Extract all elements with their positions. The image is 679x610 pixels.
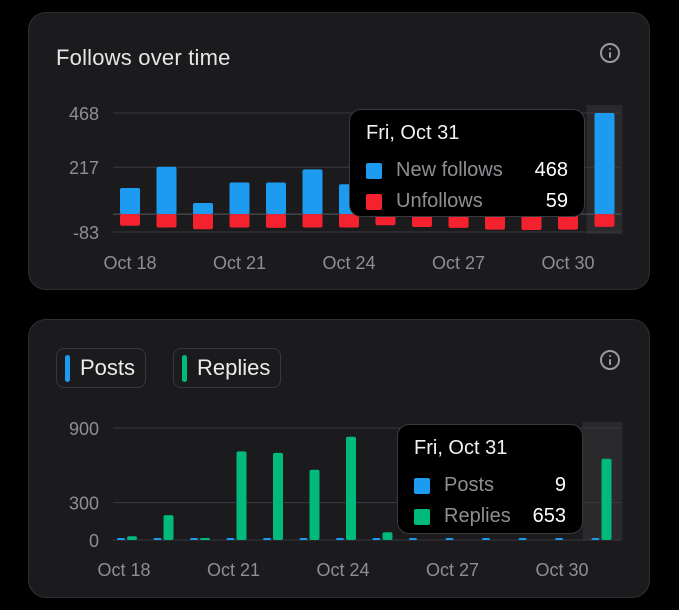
posts-bar xyxy=(336,538,344,540)
unfollows-bar xyxy=(193,214,213,230)
legend-posts-toggle[interactable]: Posts xyxy=(56,348,147,388)
unfollows-bar xyxy=(229,214,250,228)
unfollows-bar xyxy=(302,214,323,228)
info-icon[interactable] xyxy=(600,350,620,370)
follows-card: Follows over time 468 217 -83 Oct 18 Oct 21 O… xyxy=(28,12,650,290)
x-tick-label: Oct 27 xyxy=(432,253,485,273)
y-tick-label: 900 xyxy=(69,419,99,439)
replies-bar xyxy=(163,515,174,540)
tooltip-label: Unfollows xyxy=(396,190,483,212)
posts-swatch xyxy=(414,477,430,494)
unfollows-bar xyxy=(485,214,505,230)
unfollows-bar xyxy=(266,214,286,228)
tooltip-label: Posts xyxy=(444,474,495,496)
y-tick-label: -83 xyxy=(73,223,99,243)
unfollows-bar xyxy=(594,214,615,227)
posts-bar xyxy=(299,538,308,540)
replies-bar xyxy=(309,469,320,540)
tooltip-label: Replies xyxy=(444,505,511,527)
replies-bar xyxy=(236,451,247,540)
unfollows-bar xyxy=(448,214,469,228)
new-follows-bar xyxy=(266,182,286,215)
unfollows-bar xyxy=(558,214,578,230)
x-tick-label: Oct 27 xyxy=(426,560,479,580)
replies-swatch xyxy=(414,508,430,525)
posts-bar xyxy=(518,538,527,540)
new-follows-swatch xyxy=(366,162,382,179)
new-follows-bar xyxy=(302,169,323,215)
tooltip-value: 59 xyxy=(545,190,568,212)
posts-bar xyxy=(153,538,162,540)
legend-posts-label: Posts xyxy=(80,355,136,380)
new-follows-bar xyxy=(193,203,213,215)
legend-replies-toggle[interactable]: Replies xyxy=(173,348,282,388)
x-tick-label: Oct 30 xyxy=(541,253,594,273)
tooltip-date: Fri, Oct 31 xyxy=(366,122,460,144)
x-tick-label: Oct 21 xyxy=(207,560,260,580)
info-icon[interactable] xyxy=(600,43,620,63)
unfollows-bar xyxy=(521,214,542,231)
tooltip-row-posts: Posts 9 xyxy=(414,470,566,501)
x-tick-label: Oct 30 xyxy=(535,560,588,580)
x-tick-label: Oct 18 xyxy=(103,253,156,273)
replies-bar xyxy=(601,458,612,540)
tooltip-value: 653 xyxy=(532,505,566,527)
follows-title: Follows over time xyxy=(56,45,231,70)
posts-bar xyxy=(372,538,381,540)
tooltip-label: New follows xyxy=(396,159,503,181)
posts-bar xyxy=(226,538,235,540)
replies-bar xyxy=(127,536,137,540)
legend-replies-label: Replies xyxy=(197,355,271,380)
x-tick-label: Oct 18 xyxy=(97,560,150,580)
new-follows-bar xyxy=(594,113,615,215)
posts-bar xyxy=(482,538,490,540)
unfollows-bar xyxy=(120,214,140,226)
posts-bar xyxy=(117,538,125,540)
new-follows-bar xyxy=(229,182,250,215)
posts-bar xyxy=(445,538,454,540)
posts-bar xyxy=(409,538,417,540)
replies-bar xyxy=(382,532,393,540)
tooltip-value: 468 xyxy=(534,159,568,181)
new-follows-bar xyxy=(156,166,177,215)
x-tick-label: Oct 24 xyxy=(322,253,375,273)
unfollows-bar xyxy=(156,214,177,228)
x-tick-label: Oct 21 xyxy=(213,253,266,273)
tooltip-date: Fri, Oct 31 xyxy=(414,437,508,459)
posts-bar xyxy=(555,538,563,540)
posts-bar xyxy=(591,538,600,540)
replies-bar xyxy=(200,538,210,540)
unfollows-swatch xyxy=(366,193,382,210)
tooltip-value: 9 xyxy=(554,474,566,496)
y-tick-label: 468 xyxy=(69,104,99,124)
new-follows-bar xyxy=(120,187,140,215)
tooltip-row-replies: Replies 653 xyxy=(414,501,566,532)
y-tick-label: 300 xyxy=(69,494,99,514)
y-tick-label: 0 xyxy=(89,531,99,551)
replies-bar xyxy=(346,436,356,540)
posts-chart: 900 300 0 Oct 18 Oct 21 Oct 24 Oct 27 Oct 30 xyxy=(69,419,623,580)
unfollows-bar xyxy=(339,214,359,228)
x-tick-label: Oct 24 xyxy=(316,560,369,580)
posts-tooltip: Fri, Oct 31 Posts 9 Replies 653 xyxy=(397,424,583,534)
posts-bar xyxy=(190,538,198,540)
y-tick-label: 217 xyxy=(69,158,99,178)
follows-tooltip: Fri, Oct 31 New follows 468 Unfollows 59 xyxy=(349,109,585,217)
unfollows-bar xyxy=(412,214,432,228)
posts-card: Posts Replies 900 300 0 Oct 18 Oct 21 Oct 24 O… xyxy=(28,319,650,598)
posts-swatch xyxy=(65,354,70,382)
posts-bar xyxy=(263,538,271,540)
replies-bar xyxy=(273,452,283,540)
tooltip-row-new-follows: New follows 468 xyxy=(366,155,568,186)
replies-swatch xyxy=(182,354,187,382)
tooltip-row-unfollows: Unfollows 59 xyxy=(366,186,568,217)
